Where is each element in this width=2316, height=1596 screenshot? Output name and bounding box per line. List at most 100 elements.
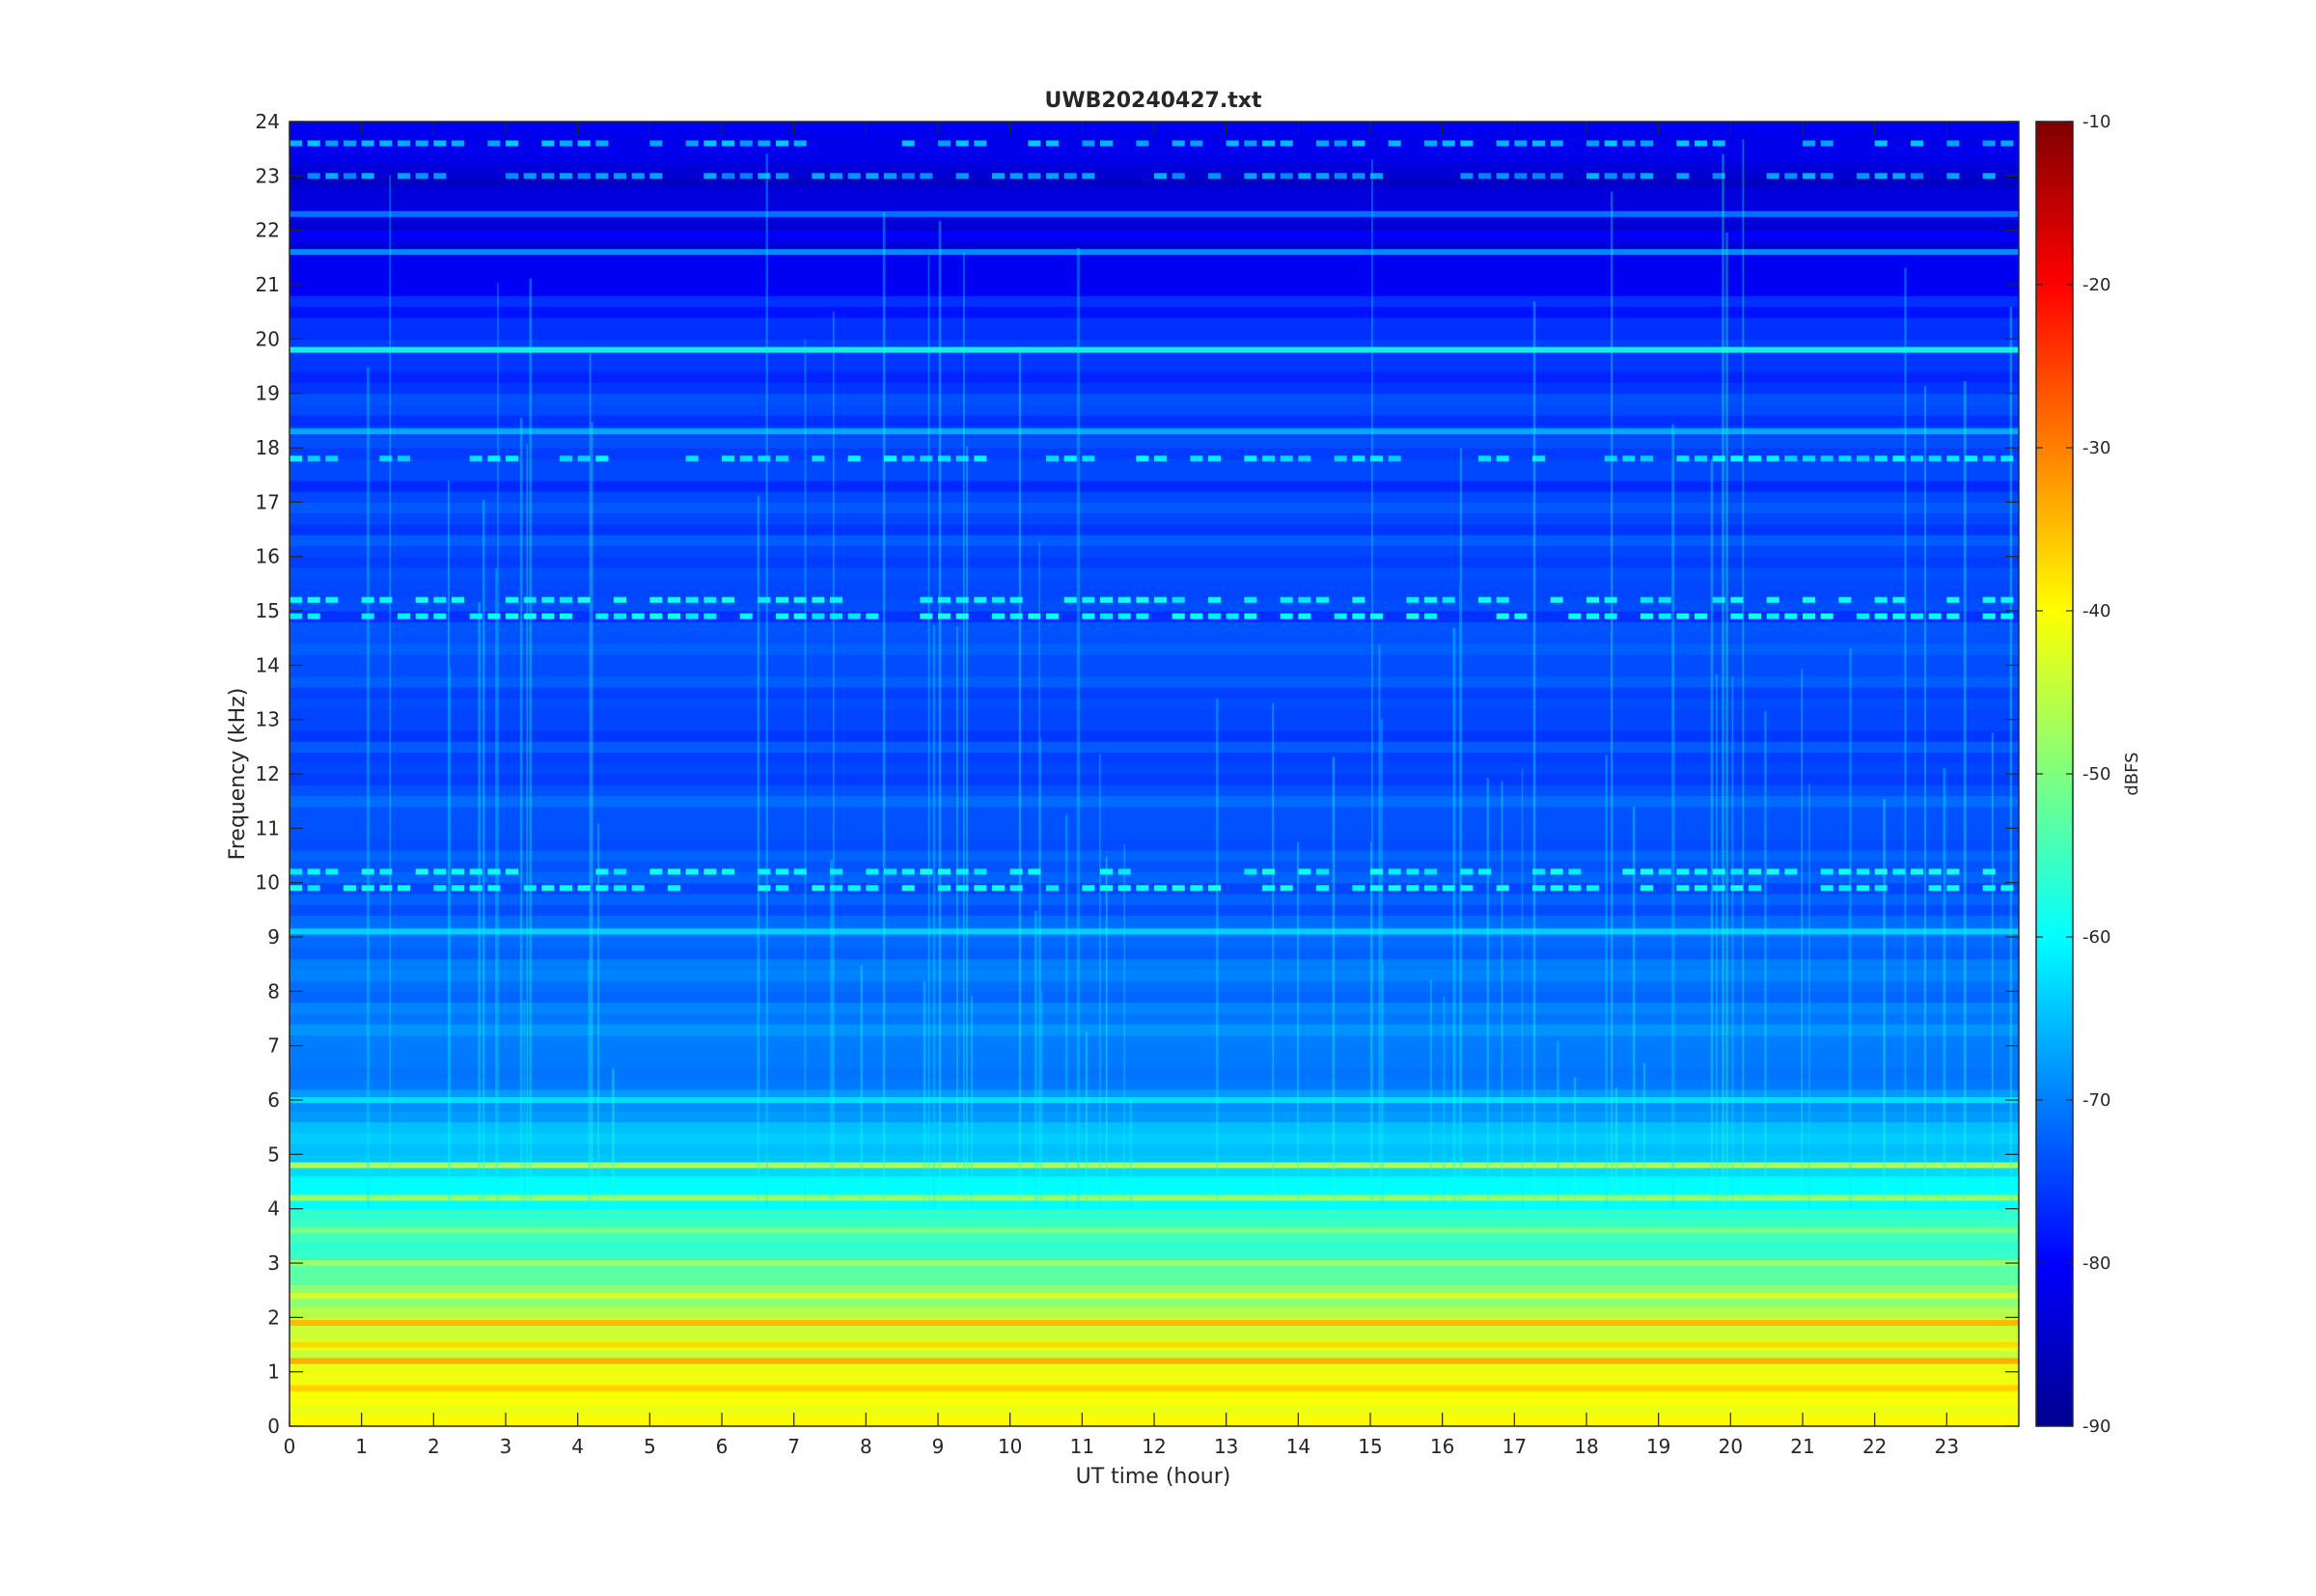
impulse-streak: [478, 601, 482, 1209]
band-segment: [415, 613, 428, 619]
band-segment: [1946, 596, 1960, 603]
band-persistent: [290, 1358, 2019, 1364]
band-segment: [992, 613, 1006, 619]
band-segment: [361, 885, 374, 892]
band-segment: [920, 868, 933, 875]
band-segment: [920, 613, 933, 619]
heatmap-row: [290, 893, 2019, 905]
band-segment: [1388, 140, 1401, 147]
heatmap-row: [290, 1078, 2019, 1090]
impulse-streak: [1501, 781, 1503, 1209]
heatmap-row: [290, 741, 2019, 754]
band-segment: [847, 885, 861, 892]
band-segment: [1820, 613, 1834, 619]
band-segment: [487, 140, 501, 147]
band-segment: [1424, 885, 1438, 892]
band-segment: [758, 885, 771, 892]
heatmap-row: [290, 556, 2019, 568]
band-segment: [1892, 455, 1906, 462]
band-segment: [631, 613, 645, 619]
band-segment: [1082, 455, 1095, 462]
heatmap-row: [290, 295, 2019, 308]
band-segment: [1063, 173, 1077, 179]
band-segment: [1550, 140, 1563, 147]
band-segment: [1928, 613, 1942, 619]
band-segment: [1838, 596, 1852, 603]
band-segment: [1388, 455, 1401, 462]
band-segment: [1334, 140, 1347, 147]
band-segment: [1352, 596, 1365, 603]
impulse-streak: [495, 568, 497, 1209]
band-segment: [1784, 868, 1798, 875]
y-tick-label: 8: [267, 979, 280, 1003]
x-tick-label: 15: [1358, 1435, 1382, 1458]
heatmap-row: [290, 371, 2019, 383]
band-segment: [1316, 885, 1330, 892]
impulse-streak: [830, 860, 833, 1209]
impulse-streak: [1076, 247, 1080, 1209]
band-segment: [1911, 868, 1924, 875]
impulse-streak: [1764, 710, 1767, 1209]
spectrogram-heatmap: [290, 122, 2019, 1427]
band-segment: [506, 613, 519, 619]
band-segment: [1244, 140, 1257, 147]
band-segment: [1280, 596, 1293, 603]
heatmap-row: [290, 469, 2019, 482]
band-segment: [1424, 140, 1438, 147]
colorbar-tick-label: -10: [2082, 112, 2110, 132]
band-segment: [703, 140, 717, 147]
impulse-streak: [1296, 841, 1300, 1209]
band-segment: [2000, 613, 2014, 619]
band-segment: [668, 613, 681, 619]
band-persistent: [290, 1385, 2019, 1391]
y-tick-label: 3: [267, 1252, 280, 1275]
band-segment: [1154, 885, 1168, 892]
impulse-streak: [1532, 301, 1536, 1209]
band-segment: [955, 596, 969, 603]
impulse-streak: [1459, 448, 1462, 1209]
band-segment: [361, 173, 374, 179]
band-segment: [793, 140, 807, 147]
band-segment: [1676, 455, 1690, 462]
band-segment: [739, 455, 753, 462]
heatmap-row: [290, 360, 2019, 372]
band-segment: [344, 140, 357, 147]
band-segment: [955, 868, 969, 875]
band-segment: [506, 868, 519, 875]
band-persistent: [290, 346, 2019, 353]
colorbar-tick-label: -60: [2082, 927, 2110, 948]
impulse-streak: [1105, 856, 1108, 1209]
band-segment: [307, 885, 320, 892]
impulse-streak: [932, 625, 936, 1209]
band-segment: [379, 885, 393, 892]
heatmap-row: [290, 382, 2019, 395]
band-segment: [523, 613, 537, 619]
band-segment: [1154, 173, 1168, 179]
impulse-streak: [1573, 1077, 1577, 1209]
band-segment: [290, 455, 303, 462]
band-segment: [1334, 613, 1347, 619]
x-tick-label: 6: [716, 1435, 729, 1458]
band-segment: [1550, 596, 1563, 603]
heatmap-row: [290, 969, 2019, 981]
heatmap-row: [290, 273, 2019, 286]
band-segment: [1820, 455, 1834, 462]
band-segment: [1009, 613, 1023, 619]
band-segment: [955, 173, 969, 179]
impulse-streak: [1731, 675, 1734, 1209]
heatmap-row: [290, 958, 2019, 971]
band-segment: [1388, 868, 1401, 875]
band-segment: [1695, 868, 1708, 875]
impulse-streak: [1632, 806, 1636, 1209]
impulse-streak: [1671, 726, 1675, 1209]
band-segment: [433, 885, 447, 892]
band-segment: [506, 173, 519, 179]
heatmap-row: [290, 252, 2019, 264]
band-segment: [1478, 455, 1492, 462]
heatmap-row: [290, 1263, 2019, 1275]
band-segment: [1766, 596, 1779, 603]
band-intermittent: [290, 596, 2014, 603]
band-segment: [1280, 613, 1293, 619]
impulse-streak: [1369, 840, 1373, 1209]
heatmap-row: [290, 752, 2019, 764]
